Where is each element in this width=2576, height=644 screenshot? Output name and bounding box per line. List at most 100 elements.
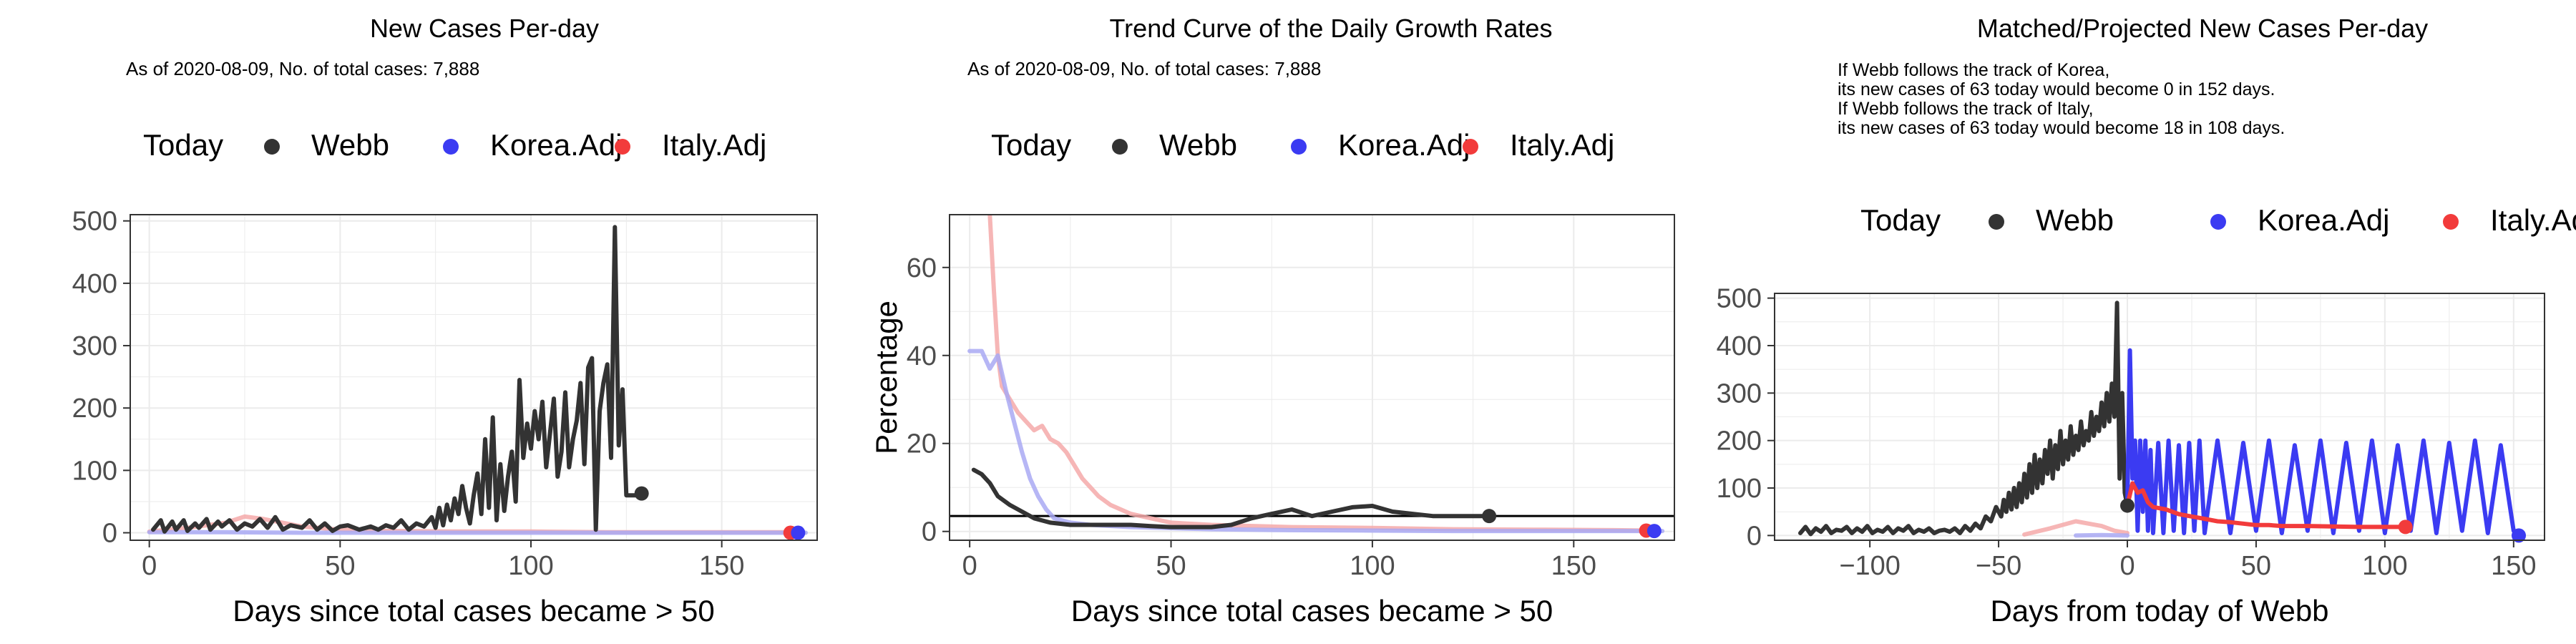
y-tick-label: 0	[102, 519, 117, 549]
x-axis-label: Days from today of Webb	[1990, 594, 2328, 628]
legend-marker-italy	[2443, 214, 2459, 230]
chart-panel-2: Trend Curve of the Daily Growth Rates As …	[869, 14, 1675, 628]
x-tick-label: 0	[2119, 551, 2135, 581]
projection-note: its new cases of 63 today would become 1…	[1838, 118, 2285, 138]
legend-label-webb: Webb	[311, 128, 389, 162]
legend-marker-webb	[264, 139, 280, 155]
plot-border	[130, 214, 818, 541]
x-axis-label: Days since total cases became > 50	[233, 594, 715, 628]
chart-subtitle: As of 2020-08-09, No. of total cases: 7,…	[967, 58, 1321, 79]
plot-border	[1774, 293, 2545, 541]
y-tick-label: 500	[72, 207, 117, 237]
legend: Today Webb Korea.Adj Italy.Adj	[991, 128, 1614, 162]
legend-marker-italy	[615, 139, 630, 155]
legend-marker-webb	[1112, 139, 1128, 155]
y-tick-label: 100	[1717, 474, 1762, 504]
today-point-webb	[634, 486, 649, 501]
y-tick-label: 400	[72, 269, 117, 299]
legend-title: Today	[991, 128, 1071, 162]
chart-title: New Cases Per-day	[370, 14, 599, 43]
x-tick-label: 150	[699, 551, 744, 581]
axes: −100 −50 0 50 100 150 0 100 200 300 400 500 Days fro…	[1717, 284, 2537, 628]
legend-label-korea: Korea.Adj	[490, 128, 622, 162]
legend-marker-korea	[2210, 214, 2226, 230]
x-tick-label: 50	[1156, 551, 1186, 581]
grid	[950, 215, 1674, 540]
y-axis-label: Percentage	[869, 301, 903, 454]
x-tick-label: 100	[508, 551, 553, 581]
plot-border	[949, 214, 1675, 541]
today-point-italy-adj	[2398, 519, 2413, 535]
axes: 0 50 100 150 0 100 200 300 400 500 Days since tota…	[72, 207, 745, 628]
axes: 0 50 100 150 0 20 40 60 Days since total cases b…	[869, 253, 1596, 628]
y-tick-label: 400	[1717, 331, 1762, 361]
today-point-korea-adj	[1646, 524, 1662, 539]
y-tick-label: 200	[1717, 426, 1762, 457]
today-point-webb	[2120, 498, 2135, 513]
y-tick-label: 100	[72, 456, 117, 486]
y-tick-label: 40	[907, 341, 937, 371]
y-tick-label: 300	[72, 331, 117, 361]
legend-marker-webb	[1989, 214, 2004, 230]
series-lines	[1798, 301, 2521, 538]
x-axis-label: Days since total cases became > 50	[1071, 594, 1553, 628]
legend-label-korea: Korea.Adj	[1338, 128, 1470, 162]
legend: Today Webb Korea.Adj Italy.Adj	[1860, 203, 2576, 237]
series-lines	[967, 215, 1665, 534]
legend-label-italy: Italy.Adj	[2490, 203, 2576, 237]
x-tick-label: 100	[1350, 551, 1395, 581]
series-line-webb	[971, 467, 1492, 530]
series-line-korea-adj	[967, 348, 1665, 534]
series-line-korea-adj	[2125, 348, 2521, 538]
x-tick-label: 50	[2241, 551, 2271, 581]
y-tick-label: 200	[72, 394, 117, 424]
chart-title: Trend Curve of the Daily Growth Rates	[1110, 14, 1553, 43]
y-tick-label: 500	[1717, 284, 1762, 314]
legend-marker-italy	[1463, 139, 1478, 155]
y-tick-label: 60	[907, 253, 937, 283]
chart-title: Matched/Projected New Cases Per-day	[1977, 14, 2428, 43]
series-line-webb	[1798, 301, 2129, 537]
x-tick-label: 150	[2491, 551, 2536, 581]
series-line-italy-adj	[2125, 481, 2408, 530]
series-line-korea-adj	[147, 530, 808, 535]
today-point-webb	[1482, 509, 1497, 524]
y-tick-label: 300	[1717, 379, 1762, 409]
series-line-korea-adj	[2074, 532, 2129, 538]
legend-label-korea: Korea.Adj	[2258, 203, 2389, 237]
legend-label-webb: Webb	[1159, 128, 1237, 162]
projection-note: If Webb follows the track of Korea,	[1838, 60, 2109, 80]
x-tick-label: −100	[1839, 551, 1901, 581]
grid	[1775, 293, 2545, 540]
legend-title: Today	[1860, 203, 1941, 237]
legend-marker-korea	[1291, 139, 1307, 155]
x-tick-label: 0	[142, 551, 157, 581]
legend-label-italy: Italy.Adj	[662, 128, 766, 162]
legend: Today Webb Korea.Adj Italy.Adj	[143, 128, 766, 162]
legend-label-webb: Webb	[2036, 203, 2114, 237]
chart-panel-1: New Cases Per-day As of 2020-08-09, No. o…	[72, 14, 818, 628]
projection-note: its new cases of 63 today would become 0…	[1838, 79, 2275, 99]
series-line-webb	[151, 225, 644, 534]
chart-subtitle: As of 2020-08-09, No. of total cases: 7,…	[126, 58, 479, 79]
y-tick-label: 0	[1747, 521, 1762, 551]
legend-label-italy: Italy.Adj	[1510, 128, 1614, 162]
plot-area	[950, 215, 1674, 540]
today-point-korea-adj	[791, 525, 806, 540]
today-point-korea-adj	[2512, 528, 2527, 543]
legend-title: Today	[143, 128, 223, 162]
chart-panel-3: Matched/Projected New Cases Per-day If We…	[1717, 14, 2576, 628]
series-line-italy-adj	[2022, 519, 2129, 537]
series-line-italy-adj	[987, 215, 1657, 533]
x-tick-label: −50	[1976, 551, 2021, 581]
x-tick-label: 100	[2362, 551, 2407, 581]
x-tick-label: 150	[1551, 551, 1596, 581]
projection-note: If Webb follows the track of Italy,	[1838, 99, 2094, 119]
y-tick-label: 20	[907, 429, 937, 459]
x-tick-label: 50	[325, 551, 355, 581]
y-tick-label: 0	[922, 517, 937, 547]
legend-marker-korea	[443, 139, 459, 155]
x-tick-label: 0	[962, 551, 977, 581]
series-lines	[147, 225, 808, 535]
